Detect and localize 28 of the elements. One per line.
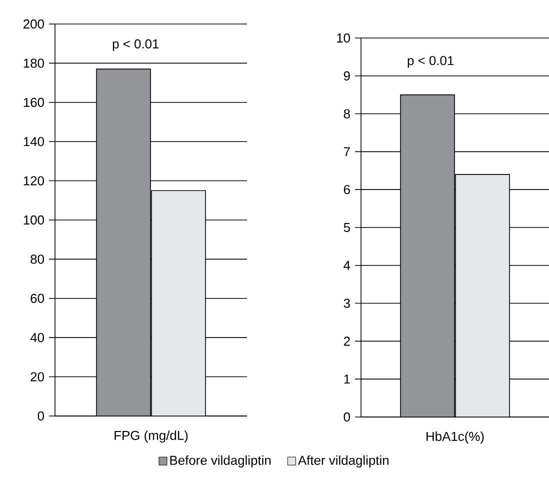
annotation: p < 0.01: [112, 39, 159, 52]
y-tick-label: 20: [30, 372, 44, 382]
y-tick-label: 8: [344, 109, 350, 118]
y-tick-label: 9: [344, 71, 350, 80]
y-tick-label: 4: [344, 260, 350, 270]
y-tick-label: 10: [337, 33, 350, 43]
y-tick-label: 6: [344, 184, 350, 194]
y-tick-label: 0: [38, 411, 44, 421]
y-tick-label: 200: [24, 19, 44, 29]
y-tick-label: 100: [24, 215, 44, 225]
annotation: p < 0.01: [408, 56, 454, 68]
y-tick-label: 7: [344, 147, 350, 156]
y-tick-label: 40: [30, 333, 44, 342]
y-tick-label: 180: [24, 58, 44, 68]
y-tick-label: 5: [344, 222, 350, 232]
legend-label: Before vildagliptin: [170, 455, 271, 468]
y-tick-label: 120: [24, 176, 44, 186]
legend-label: After vildagliptin: [298, 455, 388, 468]
y-tick-label: 0: [344, 412, 350, 422]
y-tick-label: 1: [344, 374, 350, 384]
y-tick-label: 160: [24, 98, 44, 107]
y-tick-label: 140: [24, 137, 44, 146]
x-tick-label: FPG (mg/dL): [114, 430, 188, 443]
y-tick-label: 60: [30, 294, 44, 303]
y-tick-label: 80: [30, 254, 44, 264]
y-tick-label: 3: [344, 298, 350, 308]
x-tick-label: HbA1c(%): [426, 431, 484, 444]
y-tick-label: 2: [344, 336, 350, 346]
